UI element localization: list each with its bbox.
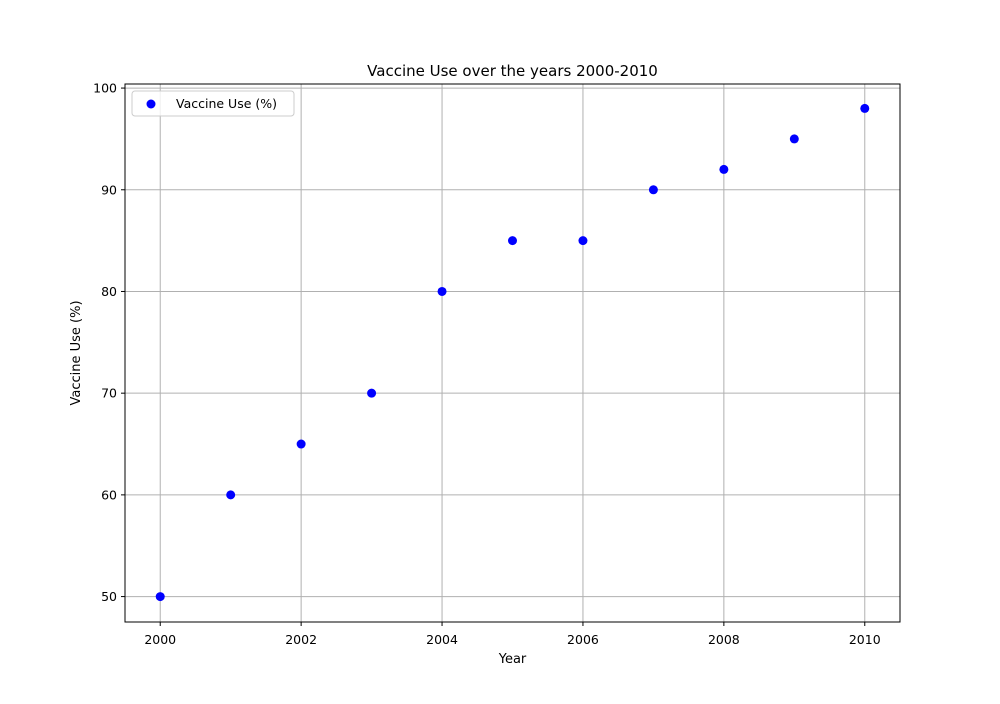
legend: Vaccine Use (%): [131, 90, 295, 117]
data-point: [296, 439, 306, 449]
x-tick-label: 2002: [285, 632, 317, 647]
axes: 2000 2002 2004 2006 2008 2010 50 60 70 80 90 100: [93, 81, 881, 647]
legend-marker: [146, 99, 156, 109]
data-point: [648, 185, 658, 195]
x-tick-label: 2010: [849, 632, 881, 647]
data-point: [719, 164, 729, 174]
y-tick-label: 50: [101, 589, 117, 604]
data-point: [508, 236, 517, 246]
legend-label: Vaccine Use (%): [176, 96, 277, 111]
data-point: [367, 388, 377, 398]
x-tick-label: 2006: [567, 632, 599, 647]
plot-area-frame: [124, 83, 901, 623]
grid-lines: [125, 84, 900, 622]
data-points: [155, 103, 870, 602]
y-tick-label: 90: [101, 182, 117, 197]
data-point: [789, 134, 799, 144]
y-tick-label: 60: [101, 487, 117, 502]
data-point: [437, 286, 447, 296]
y-tick-label: 80: [101, 284, 117, 299]
y-axis-label: Vaccine Use (%): [69, 300, 84, 405]
data-point: [226, 490, 236, 500]
chart-title: Vaccine Use over the years 2000-2010: [367, 62, 658, 80]
y-tick-label: 100: [93, 81, 117, 96]
data-point: [578, 236, 588, 246]
data-point: [155, 592, 165, 602]
legend-box: [131, 90, 295, 117]
x-tick-label: 2008: [708, 632, 740, 647]
x-tick-label: 2000: [144, 632, 176, 647]
x-axis-label: Year: [498, 652, 527, 667]
y-tick-label: 70: [101, 386, 117, 401]
data-point: [860, 103, 870, 113]
x-tick-label: 2004: [426, 632, 458, 647]
